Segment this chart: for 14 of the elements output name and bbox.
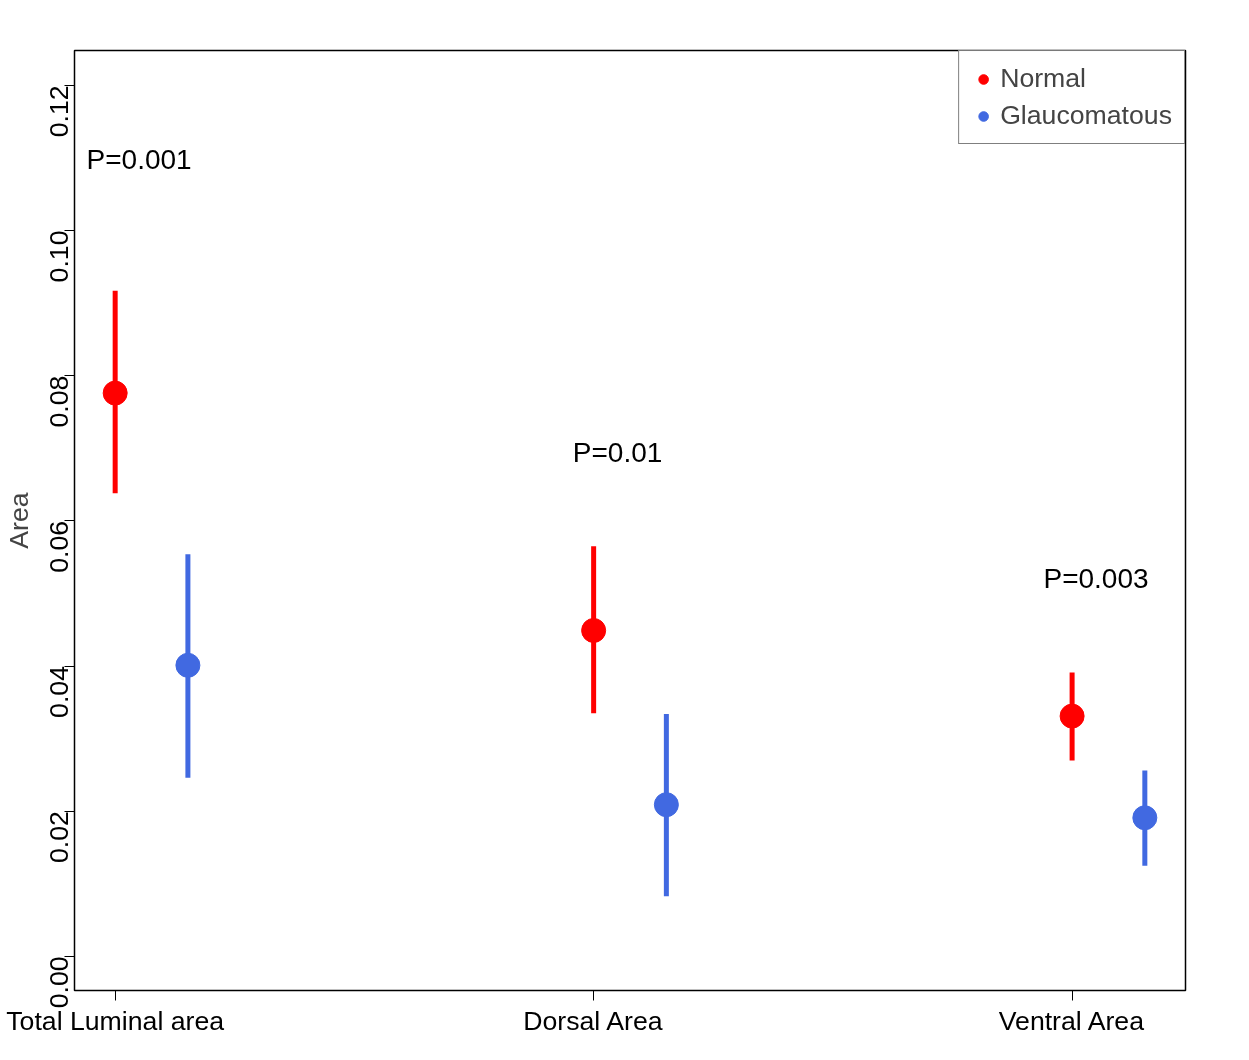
annotation: P=0.01 — [572, 436, 663, 468]
x-tick-label: Ventral Area — [998, 1005, 1145, 1036]
legend-label: Glaucomatous — [1000, 100, 1172, 131]
y-tick-label: 0.02 — [44, 811, 75, 864]
y-tick-label: 0.10 — [44, 230, 75, 283]
y-axis-title: Area — [3, 492, 34, 549]
x-tick-label: Dorsal Area — [523, 1005, 663, 1036]
annotation: P=0.003 — [1043, 563, 1149, 595]
legend-label: Normal — [1000, 63, 1087, 94]
annotation: P=0.001 — [86, 143, 192, 175]
y-tick-label: 0.04 — [44, 665, 75, 718]
y-tick-label: 0.08 — [44, 375, 75, 428]
y-tick-label: 0.12 — [44, 85, 75, 138]
y-tick-label: 0.06 — [44, 520, 75, 573]
